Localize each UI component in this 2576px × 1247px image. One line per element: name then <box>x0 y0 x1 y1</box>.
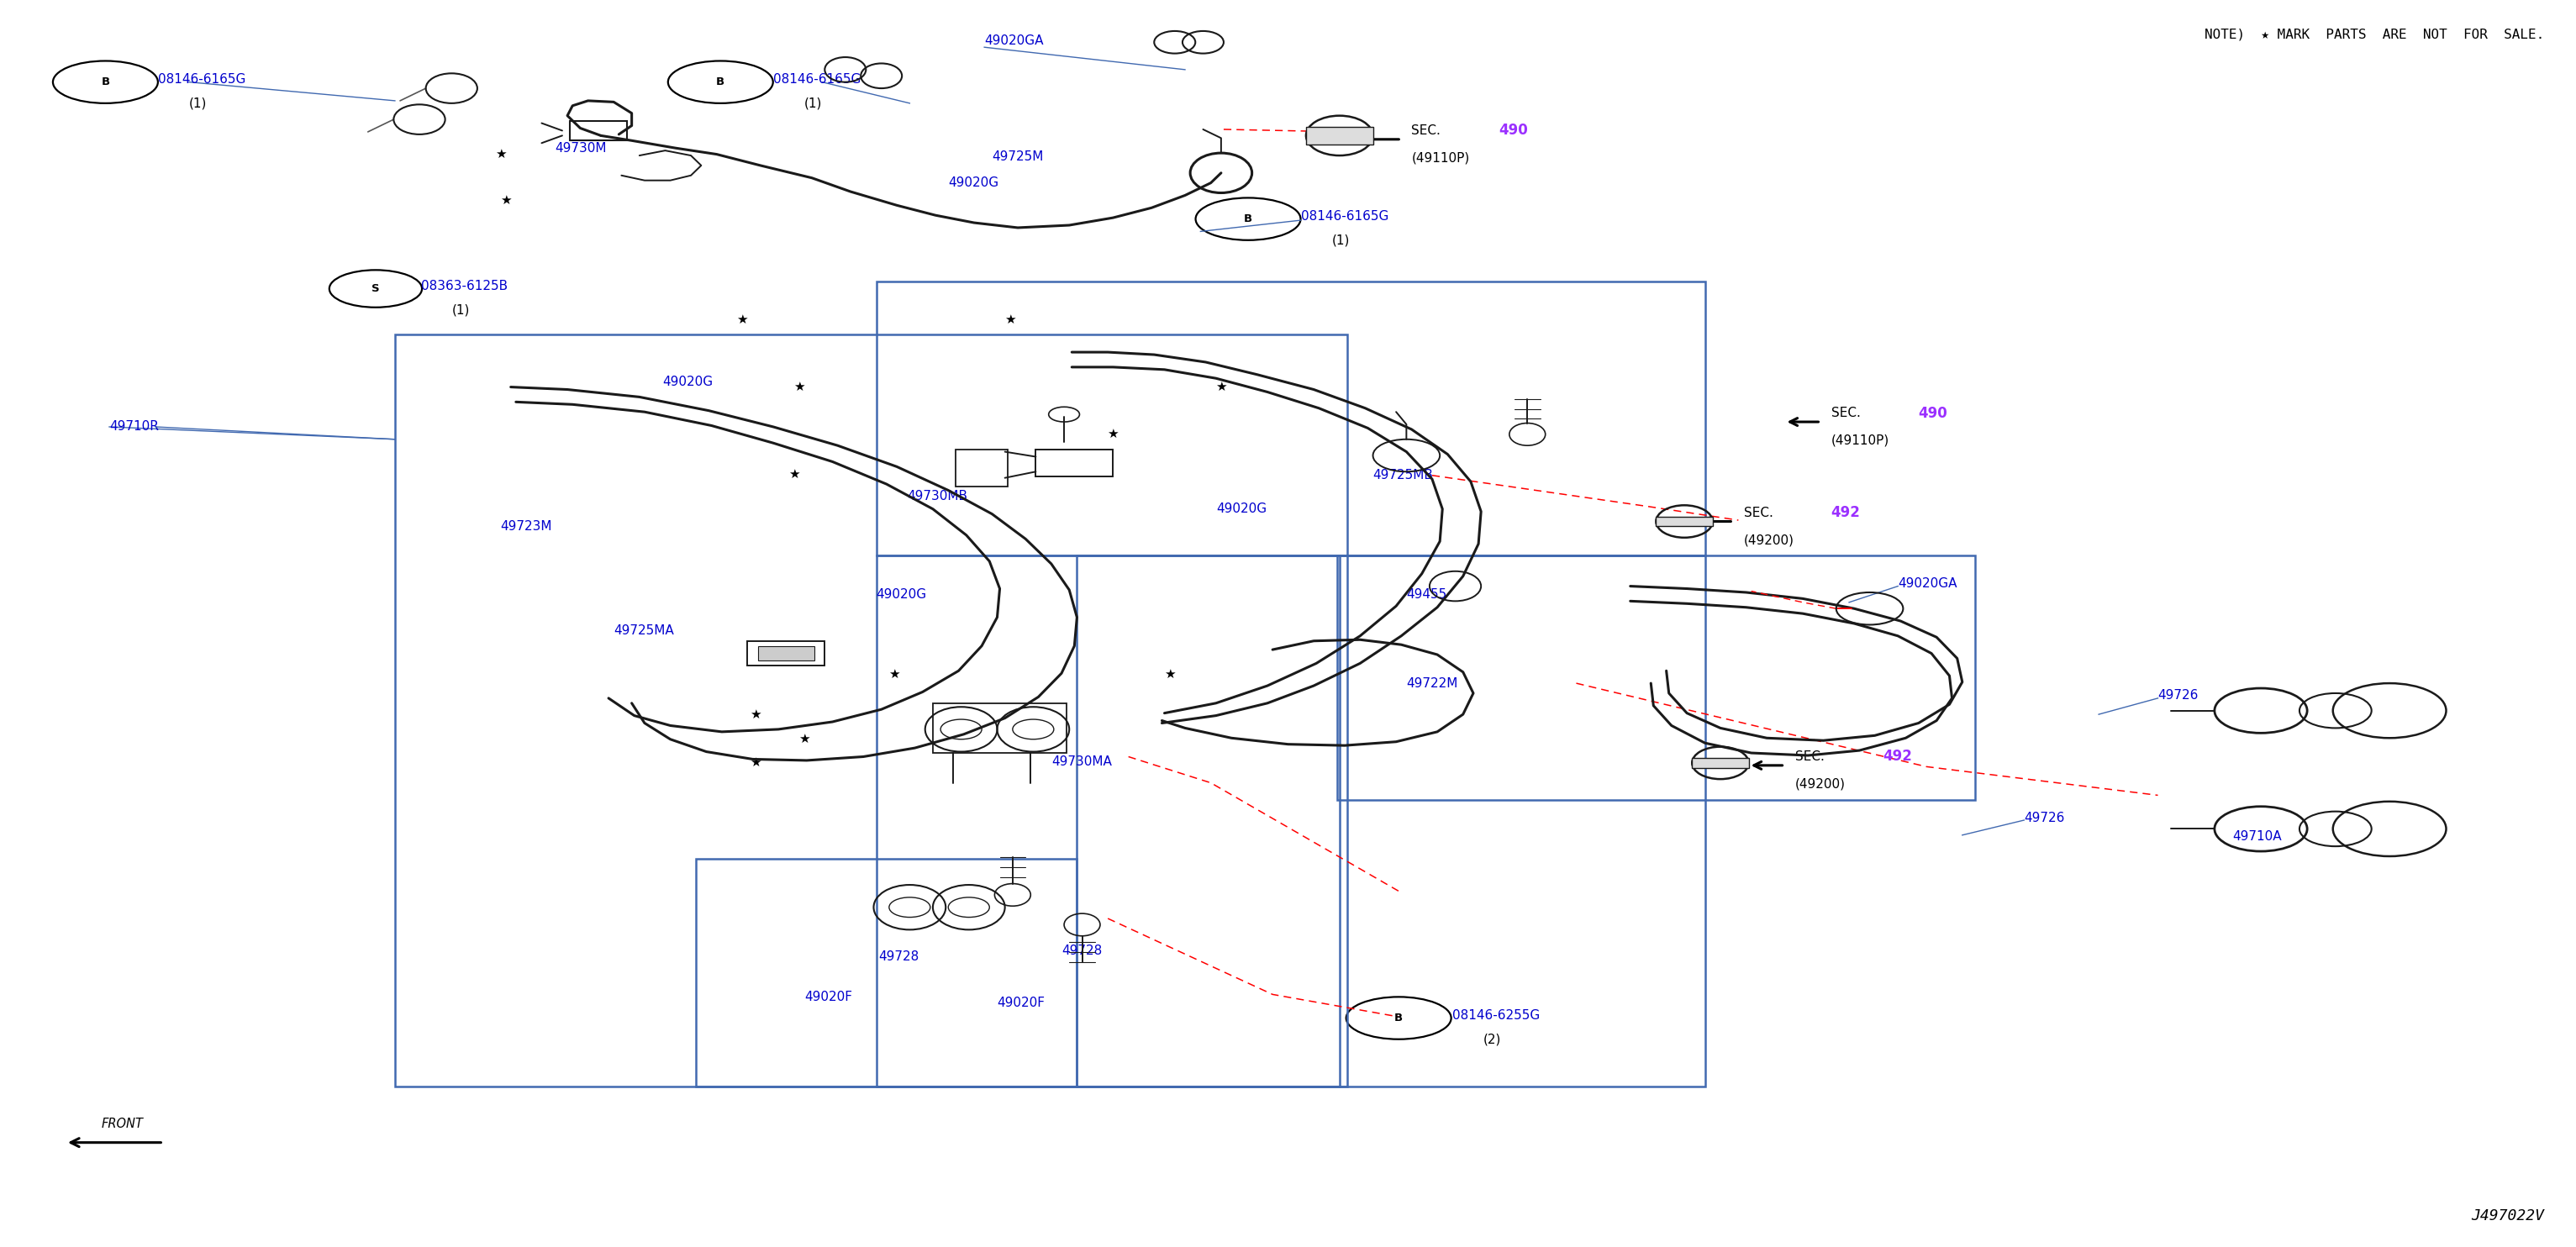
Text: 08363-6125B: 08363-6125B <box>420 279 507 293</box>
Bar <box>876 282 1705 555</box>
Text: (1): (1) <box>188 97 206 110</box>
Text: 49726: 49726 <box>2025 812 2066 824</box>
Text: 49725MB: 49725MB <box>1373 469 1432 481</box>
Text: 08146-6165G: 08146-6165G <box>1301 211 1388 223</box>
Text: FRONT: FRONT <box>100 1117 144 1130</box>
Bar <box>757 646 814 661</box>
Text: SEC.: SEC. <box>1832 407 1860 419</box>
Text: SEC.: SEC. <box>1795 751 1824 763</box>
Text: ★: ★ <box>788 468 799 480</box>
Text: (2): (2) <box>1484 1033 1502 1045</box>
Text: 49020G: 49020G <box>948 177 999 190</box>
Text: 49728: 49728 <box>878 950 920 964</box>
Text: 49020F: 49020F <box>997 996 1046 1009</box>
Text: (49110P): (49110P) <box>1412 152 1471 165</box>
Text: ★: ★ <box>495 148 507 161</box>
Text: ★: ★ <box>1005 313 1015 327</box>
Text: 49020G: 49020G <box>876 589 927 601</box>
Text: B: B <box>100 76 111 87</box>
Bar <box>1036 449 1113 476</box>
Text: 49728: 49728 <box>1061 944 1103 958</box>
Text: 490: 490 <box>1919 405 1947 420</box>
Text: ★: ★ <box>1164 668 1175 681</box>
Text: B: B <box>1244 213 1252 224</box>
Text: 49730M: 49730M <box>554 142 605 155</box>
Text: 08146-6165G: 08146-6165G <box>773 74 860 86</box>
Text: ★: ★ <box>799 733 809 746</box>
Text: ★: ★ <box>500 195 510 207</box>
Text: 49730MA: 49730MA <box>1051 756 1113 768</box>
Text: B: B <box>716 76 724 87</box>
Bar <box>956 449 1007 486</box>
Text: S: S <box>371 283 379 294</box>
Text: 08146-6255G: 08146-6255G <box>1453 1009 1540 1021</box>
Text: 49020GA: 49020GA <box>1899 577 1958 590</box>
Bar <box>1692 758 1749 768</box>
Text: 49020GA: 49020GA <box>984 35 1043 47</box>
Text: 490: 490 <box>1499 123 1528 138</box>
Bar <box>747 641 824 666</box>
Text: 49726: 49726 <box>2159 690 2197 702</box>
Text: ★: ★ <box>793 380 804 393</box>
Bar <box>1077 555 1705 1086</box>
Text: 49722M: 49722M <box>1406 677 1458 690</box>
Text: 492: 492 <box>1832 505 1860 520</box>
Bar <box>394 334 1347 1086</box>
Text: 49730MB: 49730MB <box>907 490 969 503</box>
Bar <box>1656 516 1713 526</box>
Text: 49710A: 49710A <box>2233 831 2282 843</box>
Text: 49020G: 49020G <box>1216 503 1267 515</box>
Bar <box>569 121 626 141</box>
Bar <box>876 555 1340 1086</box>
Bar <box>696 859 1077 1086</box>
Text: (1): (1) <box>451 303 469 317</box>
Bar <box>933 703 1066 753</box>
Text: (1): (1) <box>1332 234 1350 247</box>
Bar <box>1337 555 1976 801</box>
Text: 49020G: 49020G <box>662 375 714 388</box>
Text: 49455: 49455 <box>1406 589 1448 601</box>
Text: ★: ★ <box>750 708 760 721</box>
Text: (49200): (49200) <box>1744 534 1793 546</box>
Text: (49200): (49200) <box>1795 778 1844 791</box>
Text: ★: ★ <box>889 668 899 681</box>
Text: 492: 492 <box>1883 749 1911 764</box>
Text: ★: ★ <box>1108 428 1118 440</box>
Text: 49725M: 49725M <box>992 151 1043 163</box>
Text: (1): (1) <box>804 97 822 110</box>
Text: (49110P): (49110P) <box>1832 434 1888 446</box>
Text: 49723M: 49723M <box>500 520 551 532</box>
Text: 49710R: 49710R <box>108 420 160 433</box>
Bar <box>1306 127 1373 145</box>
Text: 08146-6165G: 08146-6165G <box>157 74 245 86</box>
Text: SEC.: SEC. <box>1744 506 1772 519</box>
Text: B: B <box>1394 1013 1404 1024</box>
Text: ★: ★ <box>1216 380 1226 393</box>
Text: NOTE)  ★ MARK  PARTS  ARE  NOT  FOR  SALE.: NOTE) ★ MARK PARTS ARE NOT FOR SALE. <box>2205 29 2545 41</box>
Text: 49020F: 49020F <box>804 990 853 1003</box>
Text: SEC.: SEC. <box>1412 125 1440 137</box>
Text: J497022V: J497022V <box>2470 1208 2545 1223</box>
Text: 49725MA: 49725MA <box>613 625 675 637</box>
Text: ★: ★ <box>737 313 747 327</box>
Text: ★: ★ <box>750 757 760 769</box>
